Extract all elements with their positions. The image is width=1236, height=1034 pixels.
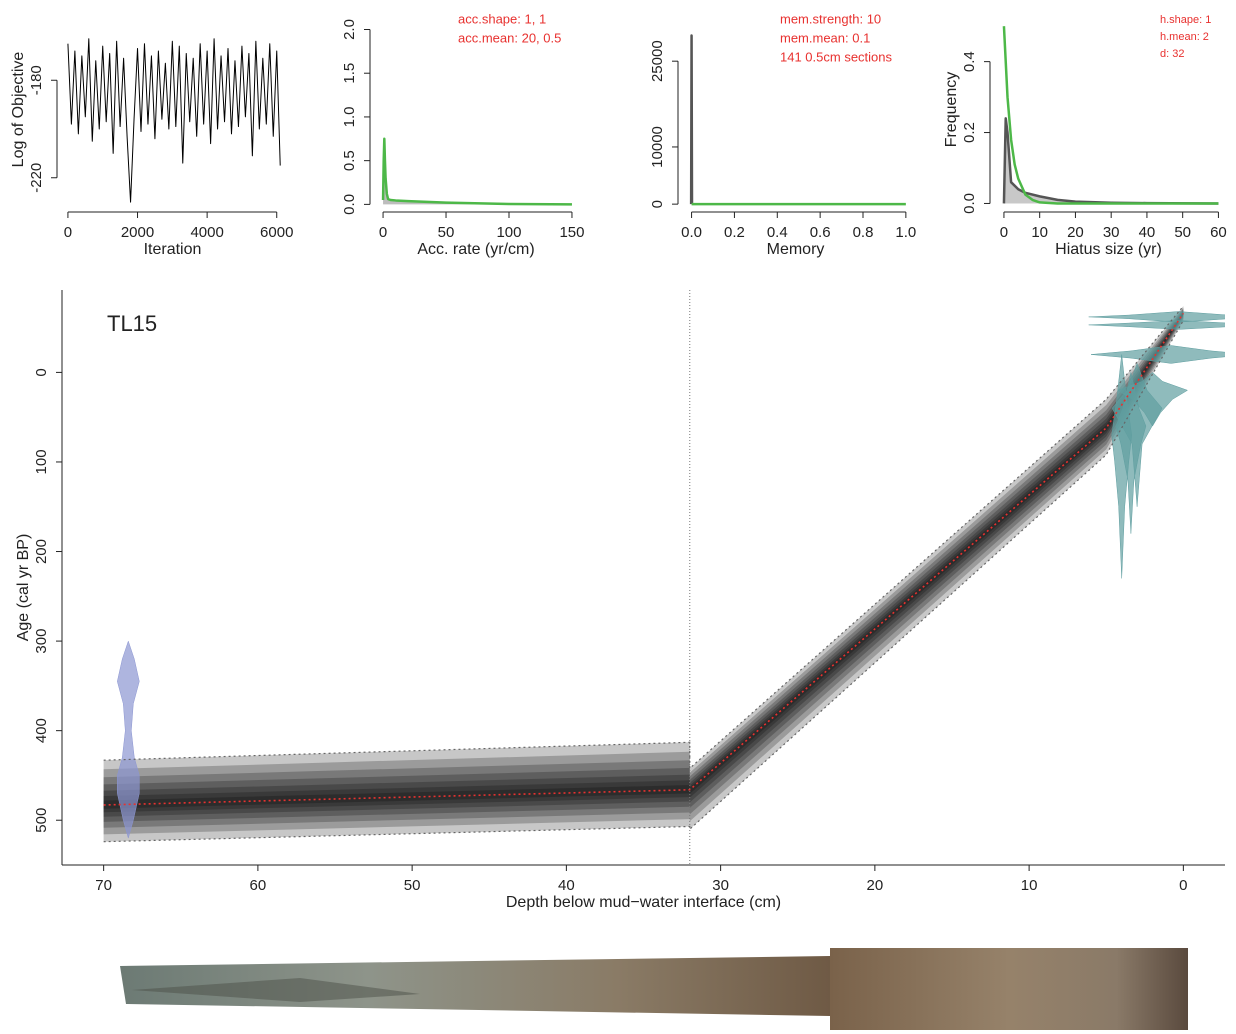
y-tick-label: 400 xyxy=(33,718,50,743)
x-tick-label: 0.8 xyxy=(853,224,874,241)
y-tick-label: 0.0 xyxy=(341,194,358,215)
age-band-shade xyxy=(103,307,1184,835)
x-tick-label: 70 xyxy=(95,877,112,894)
series-area xyxy=(1003,118,1219,204)
range-line xyxy=(103,305,1184,770)
annotation: h.mean: 2 xyxy=(1160,31,1209,43)
annotation: acc.mean: 20, 0.5 xyxy=(458,30,561,45)
x-tick-label: 6000 xyxy=(260,224,293,241)
x-tick-label: 0 xyxy=(1000,224,1008,241)
date-distribution xyxy=(1111,354,1132,579)
x-tick-label: 60 xyxy=(1210,224,1227,241)
x-tick-label: 40 xyxy=(1139,224,1156,241)
y-axis-label: Age (cal yr BP) xyxy=(15,534,32,642)
y-tick-label: 0.2 xyxy=(961,122,978,143)
y-tick-label: 2.0 xyxy=(341,19,358,40)
x-axis-label: Acc. rate (yr/cm) xyxy=(417,241,534,258)
date-distribution xyxy=(1088,311,1225,323)
x-tick-label: 1.0 xyxy=(895,224,916,241)
series-line xyxy=(67,38,281,203)
plot-area xyxy=(103,290,1225,865)
annotation: mem.mean: 0.1 xyxy=(780,30,870,45)
age-band-shade xyxy=(103,311,1184,817)
age-band-shade xyxy=(103,311,1184,813)
x-tick-label: 0 xyxy=(379,224,387,241)
y-tick-label: 300 xyxy=(33,629,50,654)
y-tick-label: 500 xyxy=(33,808,50,833)
y-tick-label: 1.5 xyxy=(341,63,358,84)
y-tick-label: 100 xyxy=(33,449,50,474)
y-axis-label: Frequency xyxy=(943,72,960,148)
x-tick-label: 50 xyxy=(404,877,421,894)
age-band-shade xyxy=(103,308,1184,828)
x-tick-label: 20 xyxy=(867,877,884,894)
series-area xyxy=(383,138,572,205)
y-tick-label: 0.5 xyxy=(341,150,358,171)
x-tick-label: 100 xyxy=(496,224,521,241)
y-tick-label: -220 xyxy=(28,163,45,193)
age-band-shade xyxy=(103,312,1184,809)
y-tick-label: 0.0 xyxy=(961,193,978,214)
x-axis-label: Hiatus size (yr) xyxy=(1055,241,1162,258)
date-distribution xyxy=(117,640,140,840)
annotation: d: 32 xyxy=(1160,48,1184,60)
x-tick-label: 2000 xyxy=(121,224,154,241)
age-band-shade xyxy=(103,306,1184,842)
annotation: 141 0.5cm sections xyxy=(780,49,893,64)
x-axis-label: Memory xyxy=(767,241,825,258)
series-line xyxy=(1002,117,1219,205)
y-tick-label: 10000 xyxy=(649,126,666,168)
core-photo xyxy=(120,948,1188,1030)
x-axis-label: Iteration xyxy=(144,241,202,258)
x-tick-label: 50 xyxy=(1174,224,1191,241)
x-tick-label: 150 xyxy=(559,224,584,241)
series-line xyxy=(381,137,572,206)
median-line xyxy=(103,312,1185,806)
date-distribution xyxy=(1090,345,1225,364)
x-tick-label: 0.6 xyxy=(810,224,831,241)
x-tick-label: 50 xyxy=(438,224,455,241)
x-tick-label: 20 xyxy=(1067,224,1084,241)
x-tick-label: 0.0 xyxy=(681,224,702,241)
x-tick-label: 60 xyxy=(250,877,267,894)
annotation: mem.strength: 10 xyxy=(780,11,881,26)
y-axis-label: Log of Objective xyxy=(10,52,27,168)
range-line xyxy=(103,320,1184,843)
x-tick-label: 40 xyxy=(558,877,575,894)
series-line xyxy=(1002,26,1219,205)
x-axis-label: Depth below mud−water interface (cm) xyxy=(506,894,781,911)
x-tick-label: 30 xyxy=(1103,224,1120,241)
y-tick-label: -180 xyxy=(28,65,45,95)
x-tick-label: 30 xyxy=(712,877,729,894)
core-section xyxy=(830,948,1188,1030)
y-tick-label: 0.4 xyxy=(961,51,978,72)
y-tick-label: 25000 xyxy=(649,40,666,82)
chart-title: TL15 xyxy=(107,311,157,336)
series-line xyxy=(689,34,694,205)
y-tick-label: 200 xyxy=(33,539,50,564)
y-tick-label: 0 xyxy=(33,368,50,376)
x-tick-label: 4000 xyxy=(190,224,223,241)
x-tick-label: 0.4 xyxy=(767,224,788,241)
annotation: acc.shape: 1, 1 xyxy=(458,11,546,26)
x-tick-label: 0 xyxy=(1179,877,1187,894)
y-tick-label: 0 xyxy=(649,200,666,208)
x-tick-label: 10 xyxy=(1021,877,1038,894)
x-tick-label: 0.2 xyxy=(724,224,745,241)
y-tick-label: 1.0 xyxy=(341,107,358,128)
core-streak xyxy=(132,978,420,1002)
annotation: h.shape: 1 xyxy=(1160,14,1211,26)
date-distribution xyxy=(1088,320,1225,330)
x-tick-label: 10 xyxy=(1031,224,1048,241)
x-tick-label: 0 xyxy=(64,224,72,241)
